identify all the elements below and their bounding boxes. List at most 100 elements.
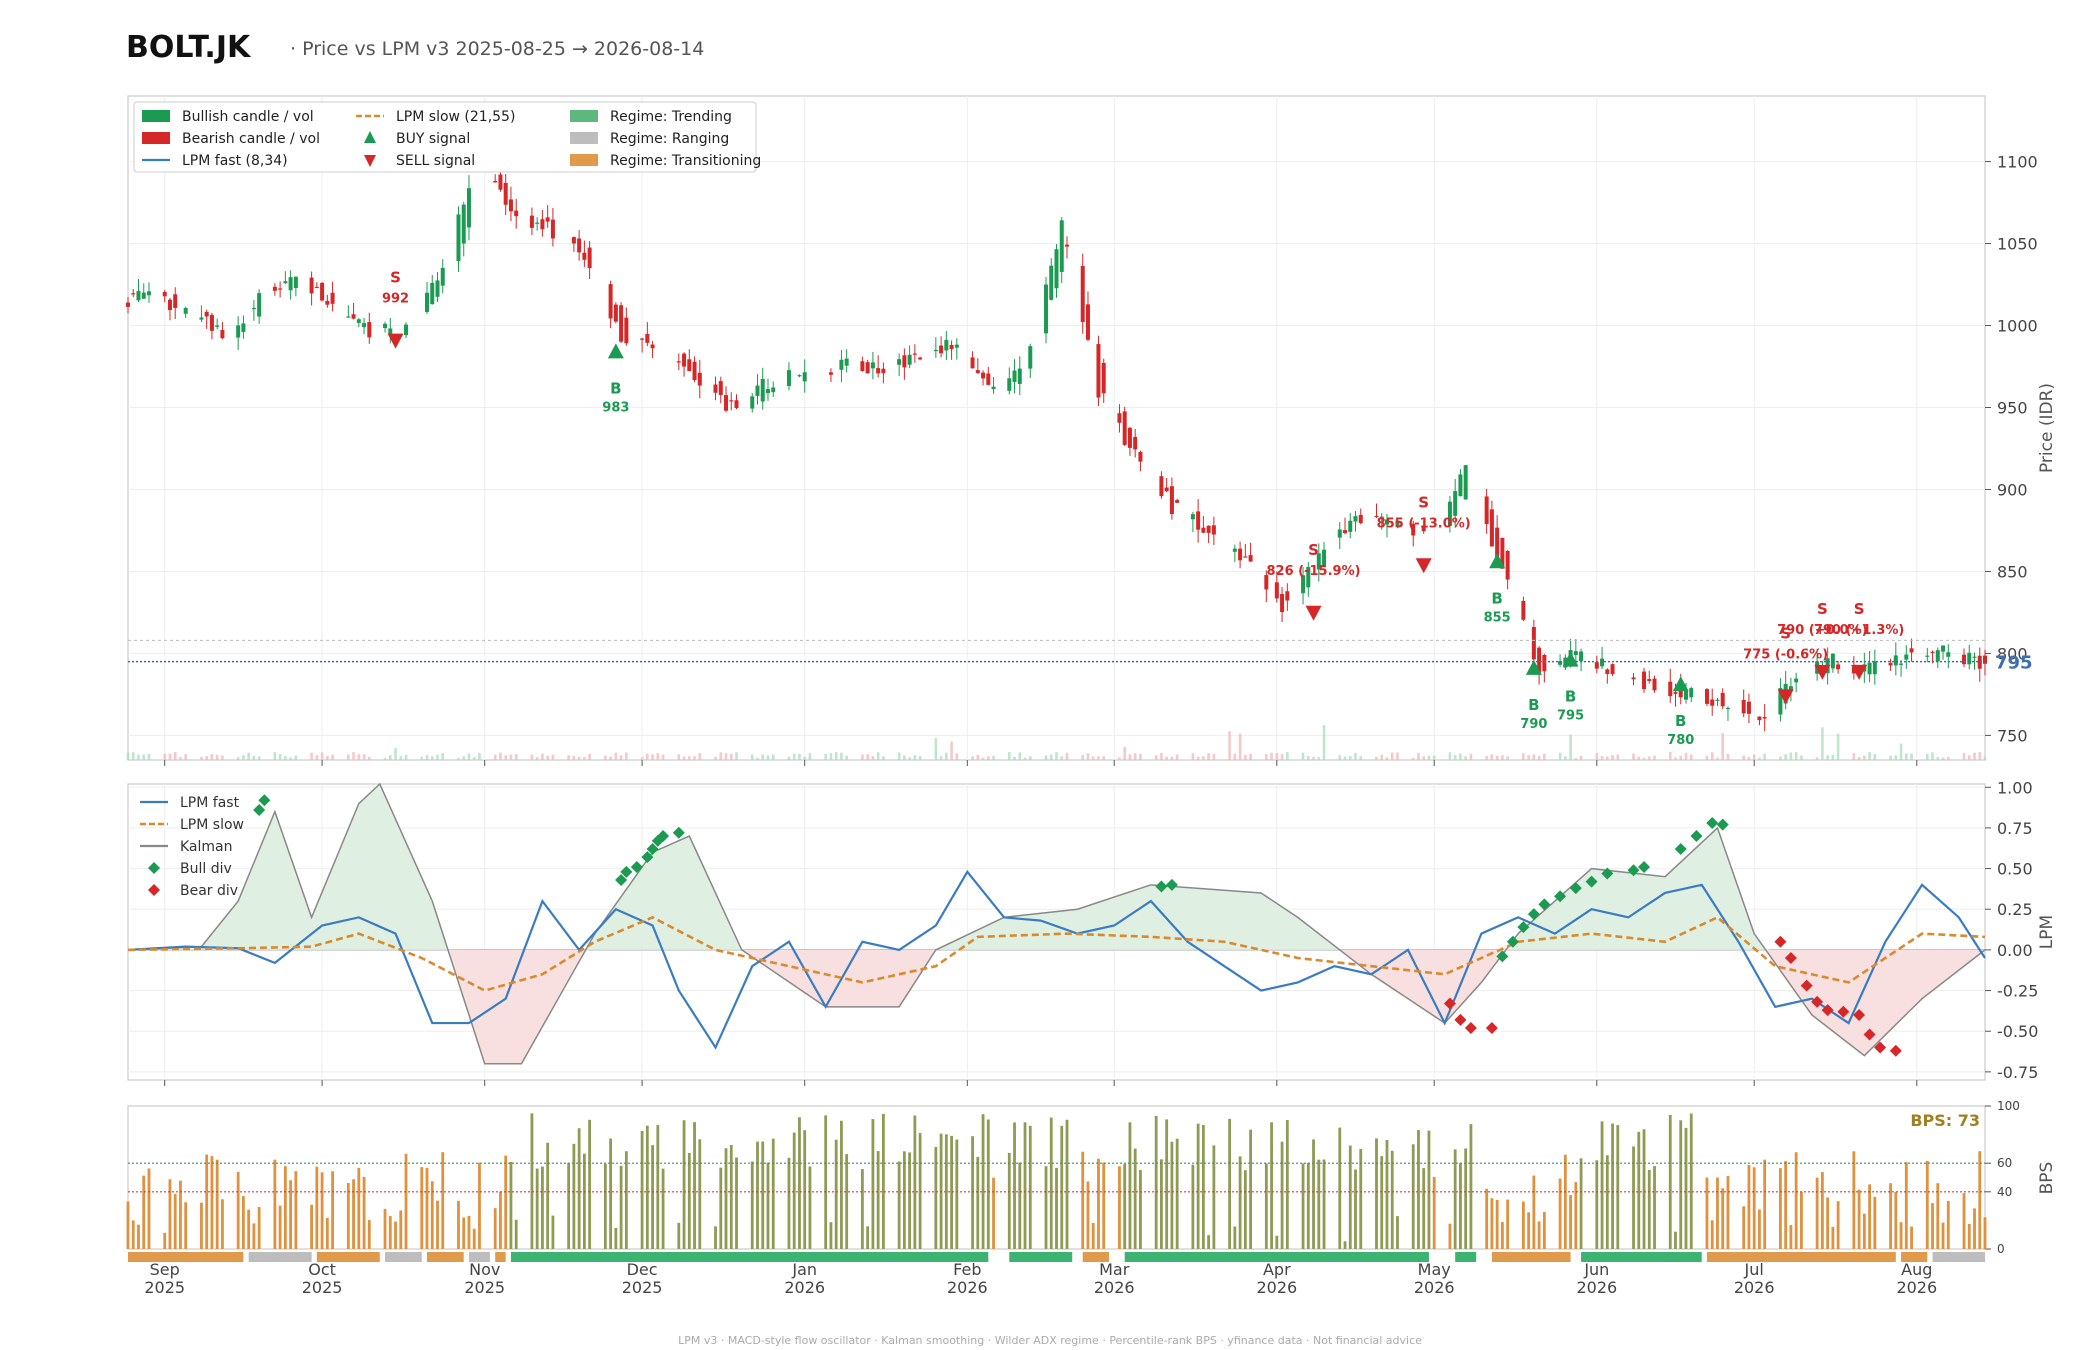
volume-bar	[735, 752, 738, 760]
bps-bar	[331, 1171, 334, 1249]
candle-body	[1411, 523, 1416, 536]
volume-bar	[137, 754, 140, 760]
bull-divergence-marker	[1674, 843, 1687, 856]
bps-bar	[1495, 1199, 1499, 1249]
candle-body	[1967, 652, 1972, 665]
bps-bar	[1910, 1226, 1913, 1249]
candle-body	[1642, 671, 1647, 690]
candle-body	[1085, 304, 1090, 340]
legend-label: LPM fast	[180, 795, 240, 811]
volume-bar	[1967, 755, 1971, 760]
bps-bar	[750, 1161, 754, 1249]
bear-divergence-marker	[1784, 952, 1797, 965]
volume-bar	[1742, 755, 1745, 760]
candle-body	[1683, 689, 1688, 700]
volume-bar	[971, 756, 974, 760]
candle-body	[1579, 651, 1584, 662]
bps-bar	[1396, 1216, 1399, 1249]
bps-bar	[1060, 1125, 1064, 1249]
bps-bar	[1569, 1195, 1572, 1249]
candle-body	[1138, 451, 1143, 462]
candle-body	[1453, 491, 1458, 516]
volume-bar	[467, 753, 471, 760]
bps-bar	[1028, 1125, 1032, 1249]
bps-bar	[1894, 1191, 1898, 1249]
bps-bar	[283, 1166, 287, 1249]
volume-bar	[425, 755, 429, 760]
bps-tick-label: 100	[1997, 1099, 2020, 1113]
candle-body	[540, 219, 545, 230]
volume-bar	[1202, 756, 1205, 760]
candle-body	[1893, 655, 1898, 666]
volume-bar	[1102, 756, 1106, 760]
volume-bar	[1574, 757, 1578, 760]
regime-band	[1124, 1252, 1429, 1262]
candle-body	[146, 291, 151, 296]
bps-bar	[1978, 1151, 1982, 1249]
bps-bar	[992, 1177, 995, 1249]
bull-divergence-marker	[1585, 875, 1598, 888]
sell-signal-marker	[1415, 558, 1432, 574]
bps-bar	[1422, 1168, 1426, 1249]
buy-signal-label: B	[610, 379, 621, 397]
x-tick-label: 2026	[784, 1278, 825, 1297]
candle-body	[325, 300, 330, 305]
candle-body	[1972, 656, 1977, 658]
bps-bar	[1469, 1124, 1473, 1249]
bps-bar	[1448, 1223, 1452, 1249]
bps-bar	[1595, 1160, 1599, 1249]
candle-body	[1573, 651, 1578, 655]
bps-bar	[661, 1168, 665, 1249]
candle-body	[1962, 654, 1967, 665]
candle-body	[1322, 549, 1327, 568]
candle-body	[529, 215, 534, 228]
candle-body	[173, 294, 178, 308]
volume-bar	[1642, 757, 1646, 760]
bps-bar	[1946, 1201, 1950, 1249]
volume-bar	[1007, 752, 1011, 760]
lpm-tick-label: -0.50	[1997, 1022, 2038, 1041]
candle-body	[183, 307, 188, 314]
candle-body	[640, 338, 645, 340]
bps-bar	[687, 1152, 691, 1249]
bear-divergence-marker	[1774, 935, 1787, 948]
volume-bar	[1301, 752, 1305, 760]
bps-bar	[1705, 1177, 1709, 1249]
regime-band	[1581, 1252, 1702, 1262]
bps-bar	[142, 1175, 146, 1249]
candle-body	[1012, 370, 1017, 382]
candle-body	[1652, 678, 1657, 691]
bps-bar	[367, 1220, 371, 1249]
volume-bar	[1726, 753, 1730, 760]
volume-bar	[861, 754, 864, 760]
bps-bar	[1175, 1138, 1179, 1249]
volume-bar	[682, 756, 686, 760]
buy-signal-marker	[1525, 659, 1542, 675]
volume-bar	[404, 754, 408, 760]
bps-bar	[467, 1215, 471, 1249]
legend-swatch	[142, 110, 170, 122]
candle-body	[1463, 465, 1468, 500]
volume-bar	[1485, 756, 1488, 760]
bps-bar	[881, 1113, 885, 1249]
volume-bar	[530, 754, 534, 760]
candle-body	[1505, 550, 1510, 580]
volume-bar	[1165, 756, 1168, 760]
candle-body	[1358, 514, 1363, 524]
candle-body	[126, 302, 130, 307]
volume-bar	[761, 754, 765, 760]
bull-divergence-marker	[1601, 867, 1614, 880]
volume-bar	[1238, 733, 1242, 760]
x-tick-label: Oct	[308, 1260, 336, 1279]
volume-bar	[1537, 755, 1541, 760]
lpm-tick-label: 1.00	[1997, 778, 2033, 797]
volume-bar	[173, 752, 177, 760]
volume-bar	[756, 757, 759, 760]
bps-bar	[247, 1209, 251, 1249]
bps-bar	[1679, 1120, 1683, 1249]
bps-bar	[1154, 1115, 1158, 1249]
volume-bar	[1306, 756, 1310, 760]
volume-bar	[651, 754, 654, 760]
regime-band	[128, 1252, 244, 1262]
volume-bar	[1831, 754, 1835, 760]
